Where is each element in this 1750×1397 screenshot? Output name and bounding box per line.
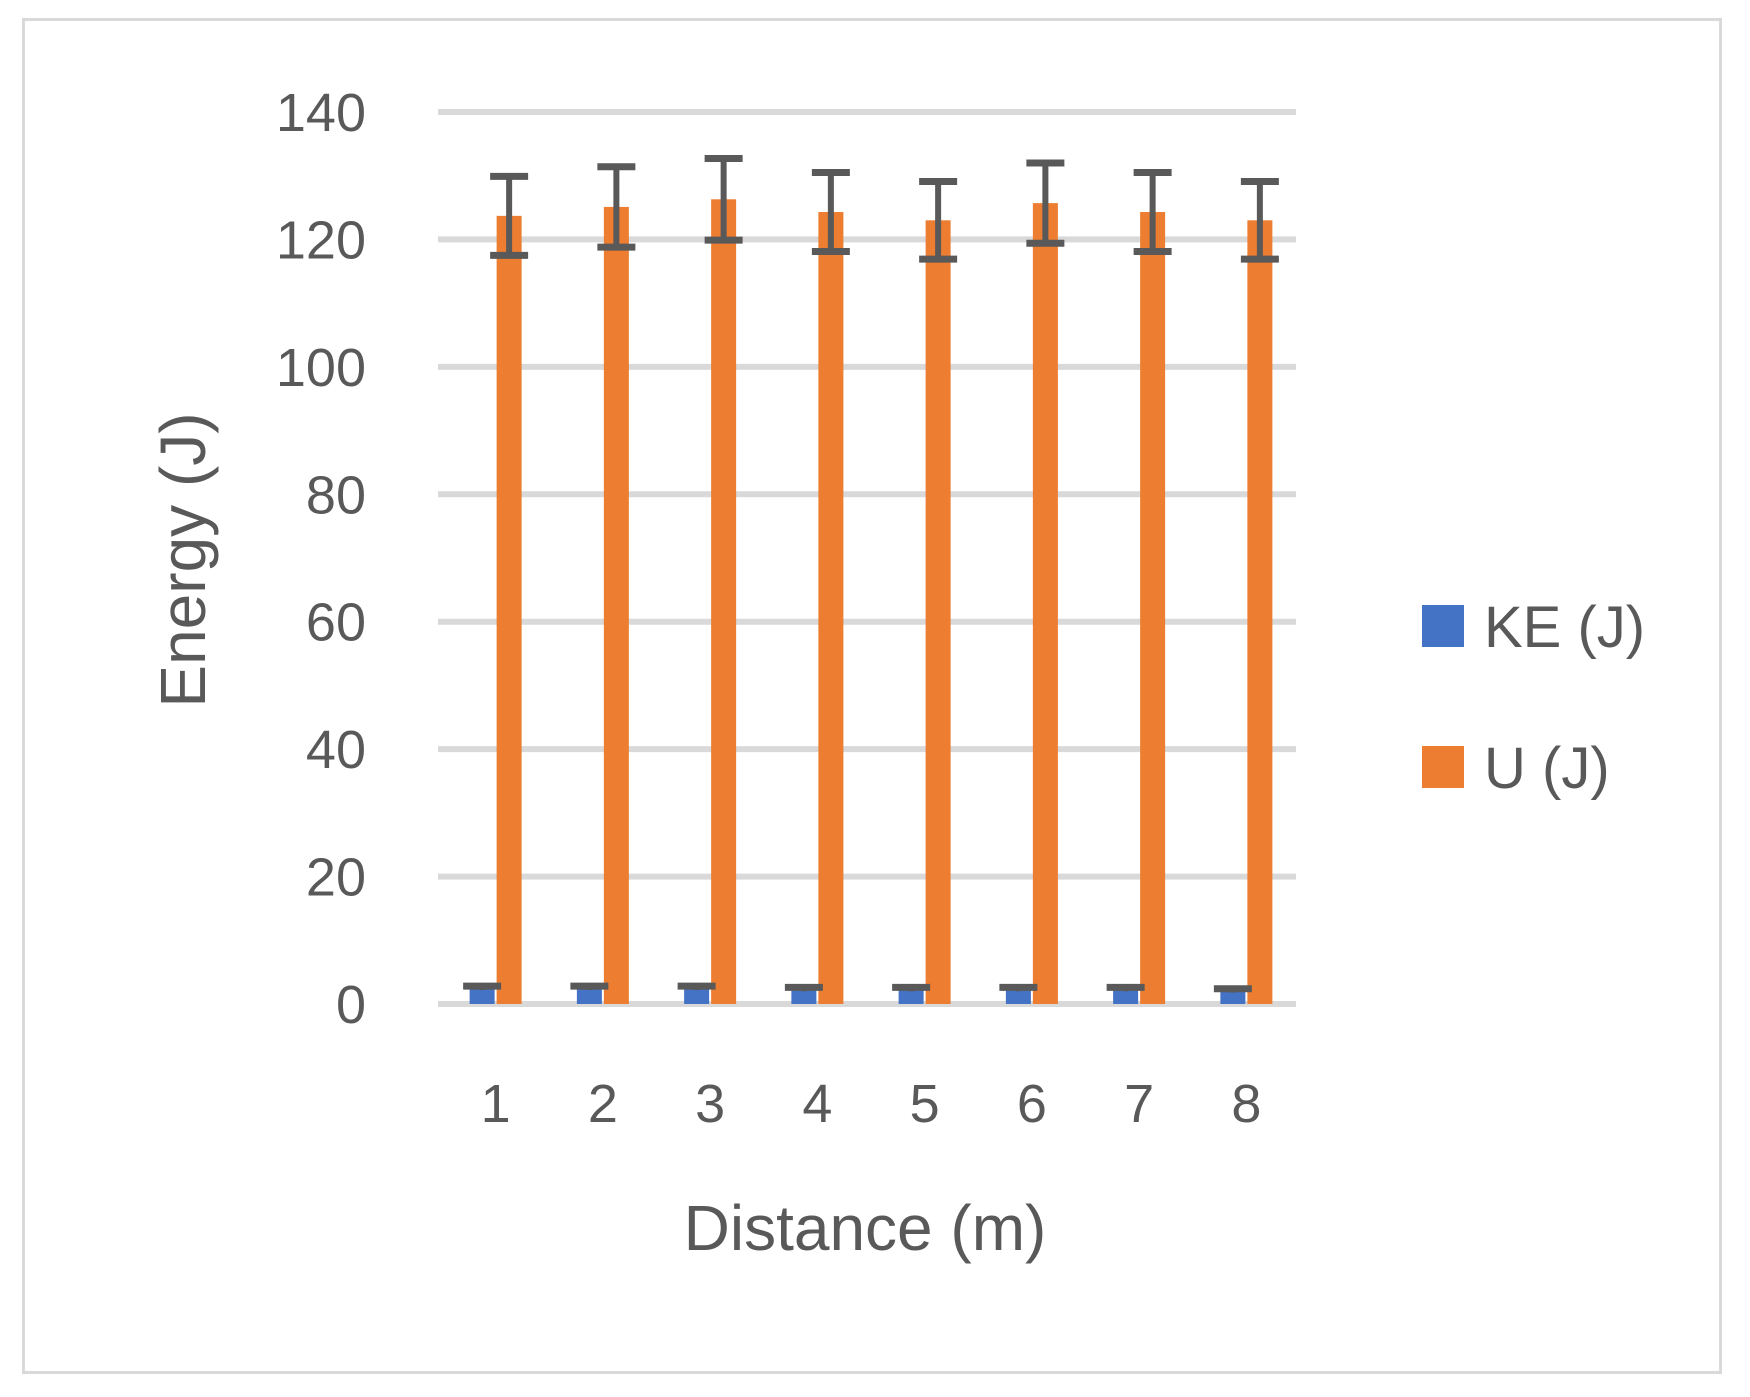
bar-ke xyxy=(1005,989,1031,1004)
y-axis-title: Energy (J) xyxy=(147,412,219,707)
bar-u xyxy=(1140,212,1166,1004)
x-tick-label: 5 xyxy=(910,1074,940,1134)
legend-swatch-u xyxy=(1422,746,1464,788)
bar-u xyxy=(925,220,951,1005)
x-axis-ticks: 1 2 3 4 5 6 7 8 xyxy=(481,1074,1262,1134)
bar-ke xyxy=(684,988,710,1004)
gridlines xyxy=(438,109,1296,1007)
x-tick-label: 2 xyxy=(588,1074,618,1134)
x-tick-label: 7 xyxy=(1124,1074,1154,1134)
y-tick-label: 80 xyxy=(306,465,366,525)
y-tick-label: 140 xyxy=(276,83,366,143)
bars xyxy=(469,199,1273,1005)
bar-u xyxy=(496,215,522,1005)
y-tick-label: 60 xyxy=(306,593,366,653)
y-tick-label: 40 xyxy=(306,720,366,780)
x-tick-label: 3 xyxy=(695,1074,725,1134)
bar-ke xyxy=(791,989,817,1004)
x-tick-label: 1 xyxy=(481,1074,511,1134)
legend-label-u: U (J) xyxy=(1484,736,1610,801)
x-tick-label: 4 xyxy=(802,1074,832,1134)
y-tick-label: 0 xyxy=(336,975,366,1035)
chart-frame xyxy=(22,18,1722,1374)
bar-ke xyxy=(898,989,924,1004)
legend: KE (J) U (J) xyxy=(1422,595,1645,801)
y-axis-ticks: 0 20 40 60 80 100 120 140 xyxy=(276,83,366,1035)
y-tick-label: 120 xyxy=(276,210,366,270)
bar-u xyxy=(603,206,629,1005)
bar-u xyxy=(1247,220,1273,1005)
bar-ke xyxy=(576,988,602,1004)
bar-ke xyxy=(1113,989,1139,1004)
x-axis-title: Distance (m) xyxy=(684,1192,1047,1264)
bar-ke xyxy=(1220,990,1246,1004)
legend-label-ke: KE (J) xyxy=(1484,595,1645,660)
error-bars xyxy=(463,155,1279,993)
y-tick-label: 100 xyxy=(276,338,366,398)
bar-u xyxy=(711,199,737,1004)
legend-swatch-ke xyxy=(1422,605,1464,647)
y-tick-label: 20 xyxy=(306,848,366,908)
x-tick-label: 6 xyxy=(1017,1074,1047,1134)
bar-u xyxy=(1032,203,1058,1004)
bar-ke xyxy=(469,988,495,1004)
x-tick-label: 8 xyxy=(1231,1074,1261,1134)
bar-u xyxy=(818,212,844,1004)
